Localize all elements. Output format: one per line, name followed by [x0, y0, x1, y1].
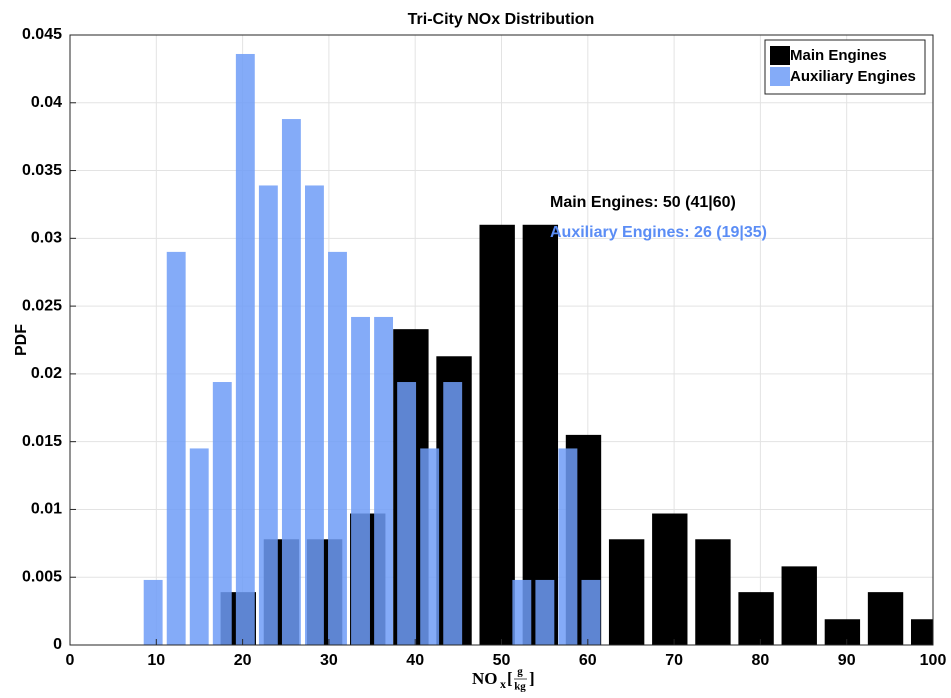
- y-tick-label: 0.02: [31, 365, 62, 382]
- x-axis-label-bracket: [: [507, 669, 513, 688]
- histogram-bar: [397, 382, 417, 645]
- x-tick-label: 40: [406, 652, 424, 669]
- y-tick-label: 0.005: [22, 568, 62, 585]
- histogram-bar: [910, 619, 933, 645]
- y-tick-label: 0: [53, 636, 62, 653]
- x-tick-label: 10: [147, 652, 165, 669]
- histogram-bar: [781, 566, 817, 645]
- annotation: Main Engines: 50 (41|60): [550, 194, 736, 211]
- x-axis-label: NO: [472, 669, 498, 688]
- x-axis-label-subscript: x: [500, 677, 506, 691]
- histogram-bar: [608, 539, 645, 645]
- histogram-bar: [143, 579, 163, 645]
- histogram-bar: [258, 185, 278, 645]
- histogram-bar: [443, 382, 463, 645]
- x-tick-label: 50: [493, 652, 511, 669]
- y-tick-label: 0.025: [22, 297, 62, 314]
- histogram-bar: [212, 382, 232, 645]
- histogram-bar: [304, 185, 324, 645]
- x-axis-label-numerator: g: [517, 666, 523, 678]
- y-tick-label: 0.045: [22, 26, 62, 43]
- histogram-bar: [512, 579, 532, 645]
- histogram-bar: [558, 448, 578, 645]
- histogram-bar: [189, 448, 209, 645]
- y-tick-label: 0.01: [31, 501, 62, 518]
- histogram-bar: [420, 448, 440, 645]
- legend-swatch: [770, 46, 790, 65]
- x-tick-label: 80: [752, 652, 770, 669]
- histogram-bar: [867, 592, 904, 645]
- x-tick-label: 90: [838, 652, 856, 669]
- y-tick-label: 0.015: [22, 433, 62, 450]
- histogram-bar: [738, 592, 774, 645]
- histogram-bar: [351, 316, 370, 645]
- y-tick-label: 0.03: [31, 230, 62, 247]
- histogram-bar: [824, 619, 861, 645]
- chart-title: Tri-City NOx Distribution: [408, 11, 595, 28]
- histogram-bar: [374, 316, 394, 645]
- histogram-bar: [328, 251, 347, 645]
- x-tick-label: 0: [66, 652, 75, 669]
- x-tick-label: 70: [665, 652, 683, 669]
- x-axis-label-denominator: kg: [514, 681, 526, 693]
- x-tick-label: 30: [320, 652, 338, 669]
- plot-area: [70, 35, 933, 645]
- annotation: Auxiliary Engines: 26 (19|35): [550, 224, 767, 241]
- histogram-bar: [479, 224, 515, 645]
- x-tick-label: 20: [234, 652, 252, 669]
- axes-box: [69, 34, 934, 646]
- histogram-bar: [695, 539, 731, 645]
- legend-box: [764, 39, 926, 95]
- histogram-bar: [281, 119, 301, 645]
- legend-label: Main Engines: [790, 47, 887, 64]
- histogram-bar: [522, 224, 559, 645]
- y-axis-label: PDF: [13, 324, 30, 356]
- y-tick-label: 0.035: [22, 162, 62, 179]
- legend-label: Auxiliary Engines: [790, 68, 916, 85]
- histogram-bar: [581, 579, 601, 645]
- x-tick-label: 100: [920, 652, 947, 669]
- histogram-bar: [235, 53, 255, 645]
- histogram-bar: [535, 579, 555, 645]
- histogram-bar: [166, 251, 186, 645]
- histogram-bar: [652, 513, 688, 645]
- y-tick-label: 0.04: [31, 94, 62, 111]
- legend-swatch: [770, 67, 790, 86]
- x-tick-label: 60: [579, 652, 597, 669]
- x-axis-label-bracket: ]: [529, 669, 535, 688]
